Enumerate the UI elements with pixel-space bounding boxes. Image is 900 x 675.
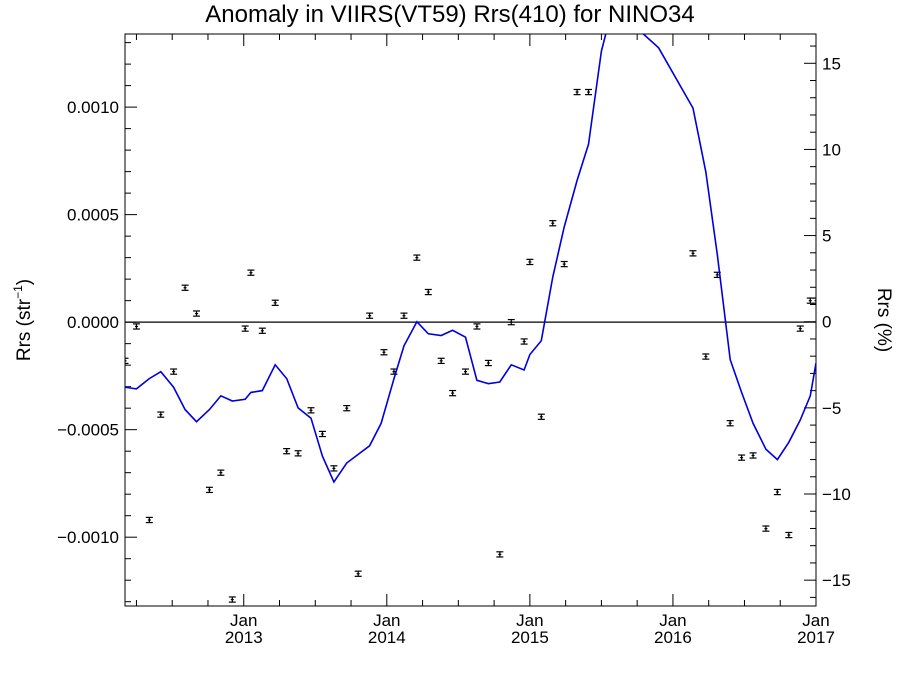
data-point — [145, 516, 153, 524]
data-point — [702, 353, 710, 360]
y-axis-right-title: Rrs (%) — [873, 288, 894, 352]
data-point — [125, 357, 129, 365]
data-point — [449, 389, 457, 397]
data-point — [537, 413, 545, 420]
data-point — [271, 299, 279, 306]
data-point — [812, 297, 816, 304]
y-right-tick-label: 5 — [822, 227, 831, 246]
data-point — [380, 349, 388, 356]
data-point — [366, 312, 374, 319]
tick-labels: Jan2013Jan2014Jan2015Jan2016Jan20170.001… — [57, 54, 851, 647]
data-point — [354, 570, 362, 577]
data-point — [785, 531, 793, 539]
data-point — [283, 447, 291, 455]
y-axis-left-title: Rrs (str−1) — [11, 279, 35, 361]
x-tick-label-month: Jan — [659, 611, 686, 630]
data-point — [181, 284, 189, 291]
data-point — [573, 88, 581, 96]
series-errorbar-points — [125, 88, 816, 603]
data-point — [343, 404, 351, 412]
data-point — [806, 297, 814, 304]
data-point — [549, 220, 557, 227]
data-point — [400, 312, 408, 319]
x-tick-label-month: Jan — [516, 611, 543, 630]
data-point — [473, 323, 481, 330]
data-point — [507, 318, 515, 326]
data-point — [560, 260, 568, 268]
series-line-percent — [125, 34, 816, 484]
x-tick-label-month: Jan — [230, 611, 257, 630]
y-right-tick-label: −10 — [822, 485, 851, 504]
y-left-tick-label: 0.0010 — [67, 98, 119, 117]
y-right-tick-label: −5 — [822, 399, 841, 418]
x-tick-label-year: 2014 — [368, 628, 406, 647]
data-point — [205, 486, 213, 494]
data-point — [217, 469, 225, 476]
x-tick-label-year: 2013 — [225, 628, 263, 647]
axis-ticks — [125, 34, 817, 606]
data-point — [726, 420, 734, 427]
data-point — [749, 452, 757, 459]
data-point — [461, 368, 469, 375]
plot-frame — [124, 33, 817, 607]
data-point — [496, 551, 504, 558]
data-point — [318, 430, 326, 438]
data-point — [157, 411, 165, 418]
data-point — [170, 368, 178, 375]
data-point — [437, 357, 445, 365]
data-point — [773, 488, 781, 496]
data-point — [796, 325, 804, 332]
y-right-tick-label: 10 — [822, 140, 841, 159]
y-right-tick-label: 15 — [822, 54, 841, 73]
y-left-tick-label: 0.0005 — [67, 206, 119, 225]
data-point — [193, 310, 201, 317]
data-point — [241, 325, 249, 332]
x-tick-label-year: 2017 — [797, 628, 835, 647]
x-tick-label-year: 2016 — [654, 628, 692, 647]
y-left-tick-label: 0.0000 — [67, 313, 119, 332]
data-point — [738, 454, 746, 461]
data-point — [585, 88, 593, 96]
data-point — [247, 269, 255, 276]
x-tick-label-month: Jan — [802, 611, 829, 630]
data-point — [413, 254, 421, 261]
data-point — [762, 525, 770, 532]
y-left-tick-label: −0.0010 — [57, 528, 119, 547]
x-tick-label-month: Jan — [373, 611, 400, 630]
data-point — [307, 407, 315, 414]
x-tick-label-year: 2015 — [511, 628, 549, 647]
y-left-tick-label: −0.0005 — [57, 421, 119, 440]
data-point — [228, 596, 236, 603]
data-point — [520, 338, 528, 345]
data-point — [330, 465, 338, 472]
data-point — [258, 327, 266, 334]
data-point — [294, 450, 302, 457]
data-point — [484, 359, 492, 367]
y-axis-left-title-superscript: −1 — [11, 285, 25, 299]
chart-title: Anomaly in VIIRS(VT59) Rrs(410) for NINO… — [205, 1, 694, 28]
data-point — [132, 323, 140, 330]
y-right-tick-label: −15 — [822, 571, 851, 590]
data-point — [526, 258, 534, 266]
y-right-tick-label: 0 — [822, 313, 831, 332]
data-point — [689, 250, 697, 257]
series-layer — [125, 34, 816, 603]
data-point — [424, 288, 432, 296]
